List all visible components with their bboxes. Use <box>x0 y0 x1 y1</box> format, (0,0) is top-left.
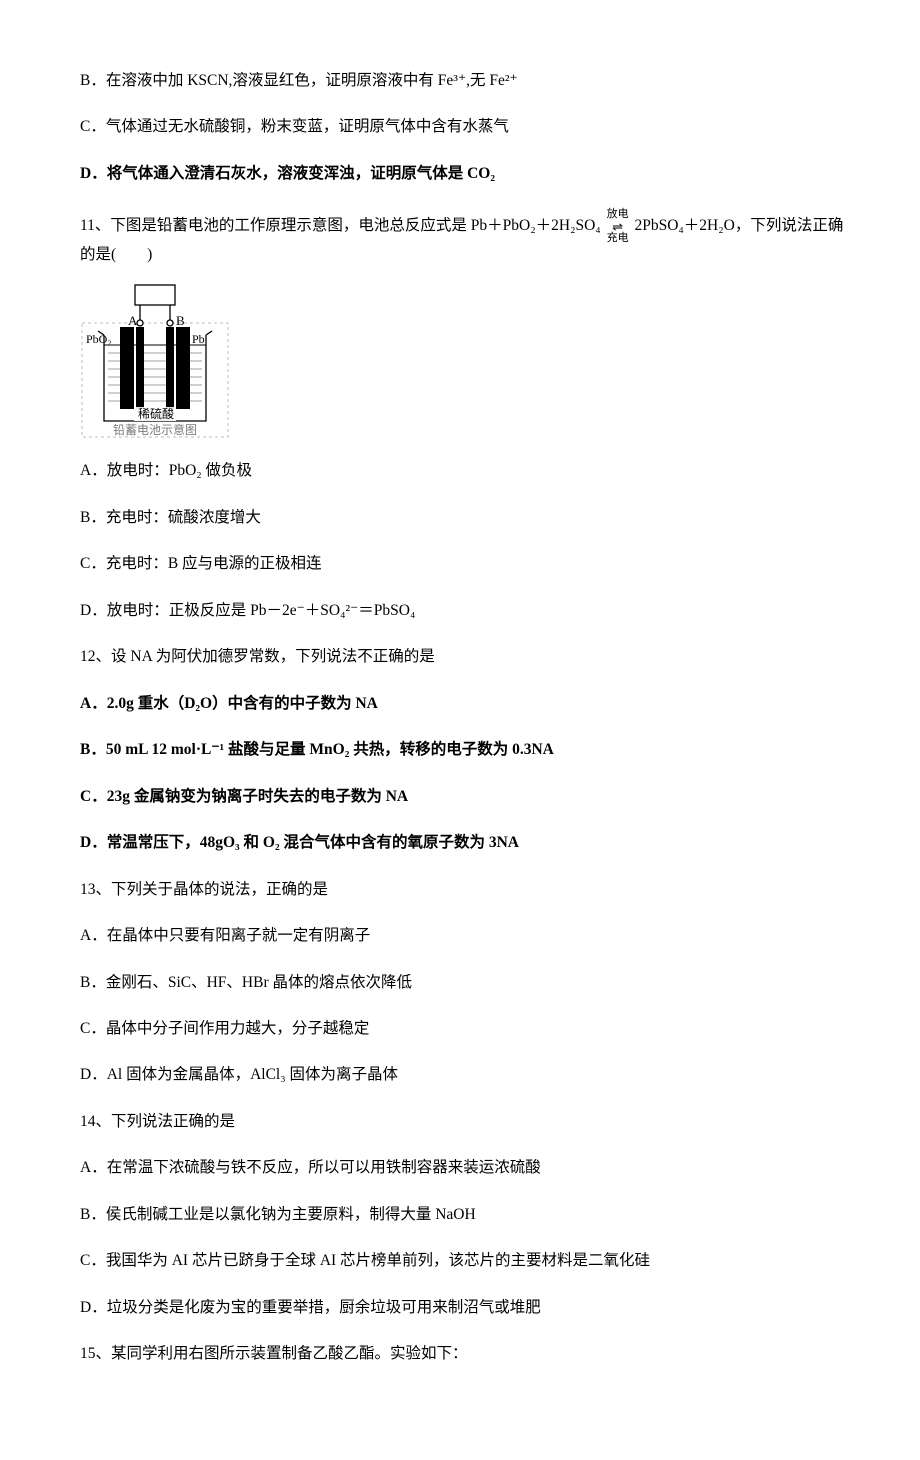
q14-opt-c: C．我国华为 AI 芯片已跻身于全球 AI 芯片榜单前列，该芯片的主要材料是二氧… <box>80 1250 850 1272</box>
q14-opt-a: A．在常温下浓硫酸与铁不反应，所以可以用铁制容器来装运浓硫酸 <box>80 1157 850 1179</box>
q11-opt-c: C．充电时：B 应与电源的正极相连 <box>80 553 850 575</box>
battery-diagram: A B PbO₂ Pb <box>80 279 850 446</box>
q11-opt-a: A．放电时：PbO₂ 做负极 <box>80 460 850 482</box>
q13-opt-c: C．晶体中分子间作用力越大，分子越稳定 <box>80 1018 850 1040</box>
label-electrolyte: 稀硫酸 <box>138 406 174 421</box>
q12-stem: 12、设 NA 为阿伏加德罗常数，下列说法不正确的是 <box>80 646 850 668</box>
q14-stem: 14、下列说法正确的是 <box>80 1111 850 1133</box>
q13-opt-d: D．Al 固体为金属晶体，AlCl₃ 固体为离子晶体 <box>80 1064 850 1086</box>
label-a: A <box>128 313 138 328</box>
option-b: B．在溶液中加 KSCN,溶液显红色，证明原溶液中有 Fe³⁺,无 Fe²⁺ <box>80 70 850 92</box>
q11-opt-b: B．充电时：硫酸浓度增大 <box>80 507 850 529</box>
q13-stem: 13、下列关于晶体的说法，正确的是 <box>80 879 850 901</box>
reversible-arrow: 放电 ⇌ 充电 <box>607 209 629 244</box>
diagram-caption: 铅蓄电池示意图 <box>113 422 197 437</box>
q12-opt-b: B．50 mL 12 mol·L⁻¹ 盐酸与足量 MnO₂ 共热，转移的电子数为… <box>80 739 850 761</box>
q11-prefix: 11、下图是铅蓄电池的工作原理示意图，电池总反应式是 Pb＋PbO₂＋2H₂SO… <box>80 217 605 234</box>
q11-stem: 11、下图是铅蓄电池的工作原理示意图，电池总反应式是 Pb＋PbO₂＋2H₂SO… <box>80 209 850 266</box>
arrow-bot-label: 充电 <box>607 233 629 244</box>
q12-opt-a: A．2.0g 重水（D₂O）中含有的中子数为 NA <box>80 693 850 715</box>
label-left-electrode: PbO₂ <box>86 332 112 346</box>
option-c: C．气体通过无水硫酸铜，粉末变蓝，证明原气体中含有水蒸气 <box>80 116 850 138</box>
label-right-electrode: Pb <box>192 332 205 346</box>
q12-opt-c: C．23g 金属钠变为钠离子时失去的电子数为 NA <box>80 786 850 808</box>
q14-opt-b: B．侯氏制碱工业是以氯化钠为主要原料，制得大量 NaOH <box>80 1204 850 1226</box>
q13-opt-b: B．金刚石、SiC、HF、HBr 晶体的熔点依次降低 <box>80 972 850 994</box>
q14-opt-d: D．垃圾分类是化废为宝的重要举措，厨余垃圾可用来制沼气或堆肥 <box>80 1297 850 1319</box>
q15-stem: 15、某同学利用右图所示装置制备乙酸乙酯。实验如下： <box>80 1343 850 1365</box>
q11-opt-d: D．放电时：正极反应是 Pb－2e⁻＋SO₄²⁻＝PbSO₄ <box>80 600 850 622</box>
q12-opt-d: D．常温常压下，48gO₃ 和 O₂ 混合气体中含有的氧原子数为 3NA <box>80 832 850 854</box>
q13-opt-a: A．在晶体中只要有阳离子就一定有阴离子 <box>80 925 850 947</box>
option-d: D．将气体通入澄清石灰水，溶液变浑浊，证明原气体是 CO₂ <box>80 163 850 185</box>
battery-svg: A B PbO₂ Pb <box>80 279 230 439</box>
label-b: B <box>176 313 185 328</box>
